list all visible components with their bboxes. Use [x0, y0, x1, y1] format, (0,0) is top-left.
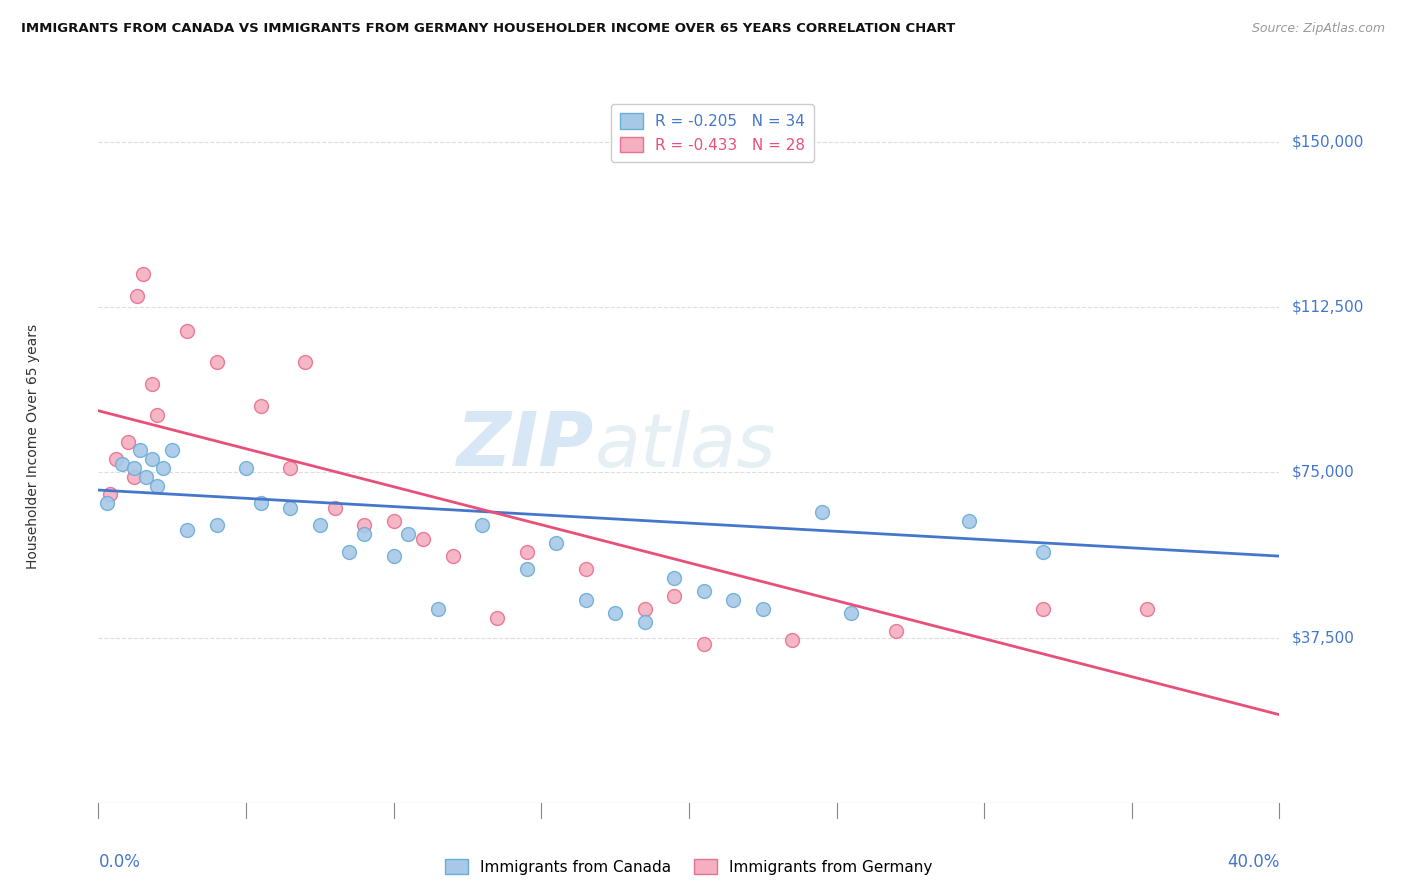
- Point: [574, 562, 596, 576]
- Text: $37,500: $37,500: [1291, 630, 1354, 645]
- Point: [441, 549, 464, 563]
- Point: [96, 496, 118, 510]
- Point: [176, 325, 198, 339]
- Point: [205, 355, 228, 369]
- Point: [235, 461, 257, 475]
- Point: [152, 461, 174, 475]
- Point: [205, 518, 228, 533]
- Point: [309, 518, 332, 533]
- Point: [122, 470, 145, 484]
- Text: $75,000: $75,000: [1291, 465, 1354, 480]
- Point: [751, 602, 773, 616]
- Point: [810, 505, 832, 519]
- Point: [353, 527, 375, 541]
- Point: [162, 443, 183, 458]
- Point: [135, 470, 157, 484]
- Point: [278, 500, 302, 515]
- Text: IMMIGRANTS FROM CANADA VS IMMIGRANTS FROM GERMANY HOUSEHOLDER INCOME OVER 65 YEA: IMMIGRANTS FROM CANADA VS IMMIGRANTS FRO…: [21, 22, 955, 36]
- Point: [693, 637, 716, 651]
- Text: 0.0%: 0.0%: [98, 853, 141, 871]
- Point: [111, 457, 134, 471]
- Point: [382, 514, 405, 528]
- Text: $150,000: $150,000: [1291, 135, 1364, 150]
- Point: [176, 523, 198, 537]
- Point: [633, 615, 655, 630]
- Point: [782, 632, 804, 647]
- Point: [412, 532, 434, 546]
- Point: [250, 400, 273, 414]
- Point: [664, 589, 686, 603]
- Point: [323, 500, 346, 515]
- Point: [1135, 602, 1157, 616]
- Point: [471, 518, 494, 533]
- Point: [132, 267, 155, 281]
- Point: [278, 461, 302, 475]
- Point: [664, 571, 686, 585]
- Point: [515, 562, 537, 576]
- Point: [117, 434, 139, 449]
- Point: [146, 478, 169, 492]
- Point: [486, 611, 509, 625]
- Point: [105, 452, 128, 467]
- Point: [382, 549, 405, 563]
- Point: [839, 607, 862, 621]
- Point: [396, 527, 419, 541]
- Point: [1032, 602, 1054, 616]
- Text: atlas: atlas: [595, 410, 776, 482]
- Point: [125, 289, 148, 303]
- Text: ZIP: ZIP: [457, 409, 595, 483]
- Point: [122, 461, 145, 475]
- Point: [544, 536, 567, 550]
- Point: [337, 545, 360, 559]
- Point: [605, 607, 627, 621]
- Point: [633, 602, 655, 616]
- Point: [427, 602, 450, 616]
- Point: [250, 496, 273, 510]
- Point: [98, 487, 121, 501]
- Point: [146, 408, 169, 422]
- Point: [574, 593, 596, 607]
- Text: Source: ZipAtlas.com: Source: ZipAtlas.com: [1251, 22, 1385, 36]
- Text: $112,500: $112,500: [1291, 300, 1364, 315]
- Text: 40.0%: 40.0%: [1227, 853, 1279, 871]
- Point: [294, 355, 316, 369]
- Point: [1032, 545, 1054, 559]
- Point: [353, 518, 375, 533]
- Point: [959, 514, 981, 528]
- Point: [721, 593, 744, 607]
- Point: [141, 452, 163, 467]
- Legend: Immigrants from Canada, Immigrants from Germany: Immigrants from Canada, Immigrants from …: [439, 853, 939, 880]
- Point: [693, 584, 716, 599]
- Text: Householder Income Over 65 years: Householder Income Over 65 years: [27, 324, 41, 568]
- Point: [884, 624, 907, 638]
- Point: [128, 443, 150, 458]
- Point: [141, 377, 163, 392]
- Point: [515, 545, 537, 559]
